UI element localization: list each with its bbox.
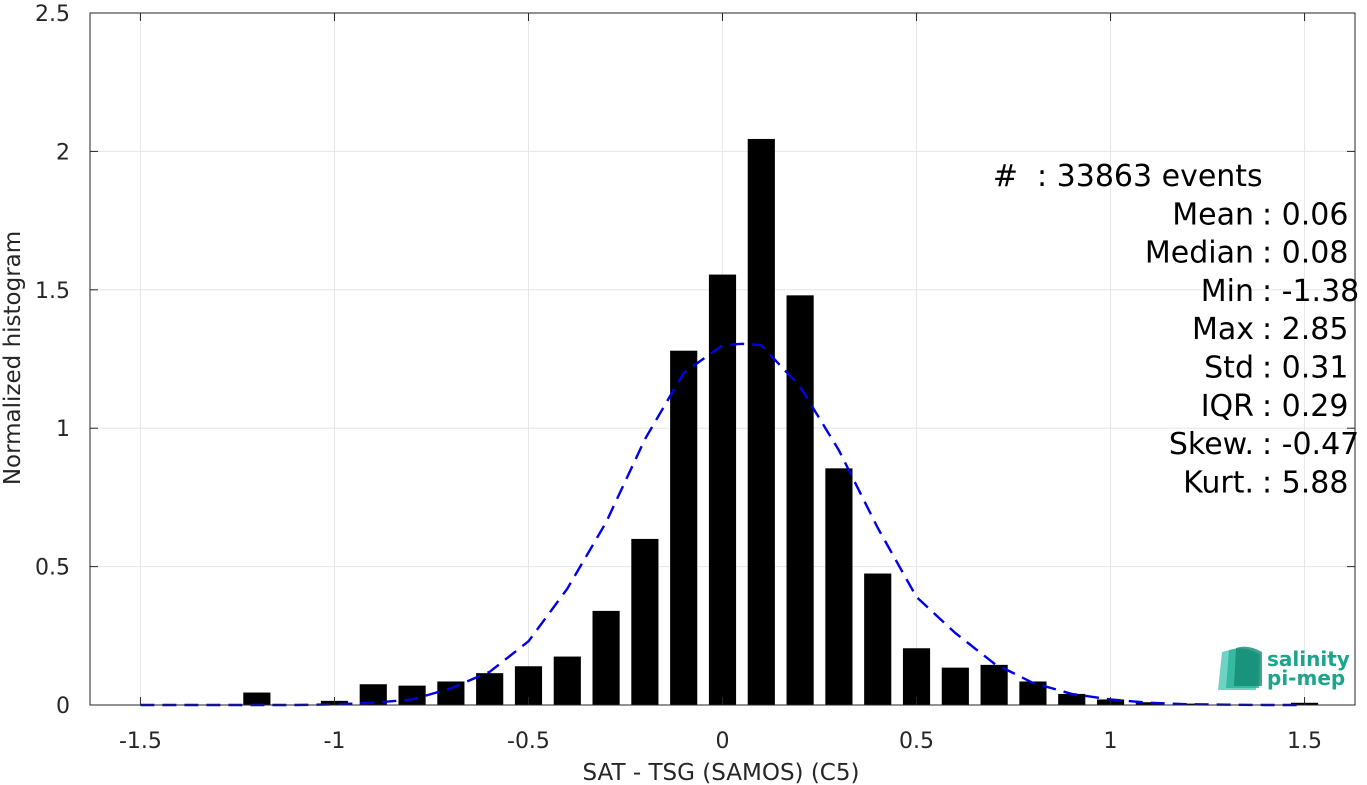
stat-label: IQR	[1201, 389, 1254, 424]
histogram-bar	[398, 685, 426, 705]
logo-line2: pi-mep	[1267, 666, 1345, 690]
stat-label: Skew.	[1169, 427, 1254, 462]
x-tick-label: 0	[716, 729, 730, 754]
histogram-bar	[670, 350, 698, 705]
stat-label: Kurt.	[1183, 465, 1254, 500]
y-tick-label: 1	[56, 417, 70, 442]
x-tick-label: -1	[323, 729, 345, 754]
histogram-bar	[1058, 693, 1086, 705]
stat-label: Median	[1145, 236, 1254, 271]
stat-label: Mean	[1172, 197, 1254, 232]
y-axis-title: Normalized histogram	[0, 231, 26, 485]
y-tick-label: 2	[56, 140, 70, 165]
stat-value: : 0.08	[1262, 236, 1348, 271]
stat-label: Std	[1204, 351, 1254, 386]
histogram-bar	[1174, 703, 1202, 705]
x-tick-label: 1	[1104, 729, 1118, 754]
histogram-bar	[437, 681, 465, 705]
histogram-bar	[980, 664, 1008, 705]
stat-label: Max	[1192, 312, 1254, 347]
histogram-bar	[476, 673, 504, 705]
stat-label: #	[993, 159, 1018, 194]
y-tick-label: 1.5	[35, 279, 70, 304]
stat-value: : 2.85	[1262, 312, 1348, 347]
y-tick-label: 0.5	[35, 556, 70, 581]
wave-logo-icon	[1218, 646, 1262, 690]
histogram-bar	[243, 692, 271, 705]
normal-fit-curve	[140, 342, 1305, 707]
stat-value: : 0.31	[1262, 351, 1348, 386]
x-tick-label: 1.5	[1287, 729, 1322, 754]
stat-value: : -1.38	[1262, 274, 1359, 309]
x-axis-title: SAT - TSG (SAMOS) (C5)	[583, 760, 860, 785]
histogram-bar	[941, 667, 969, 705]
stat-value: : 5.88	[1262, 465, 1348, 500]
logo-line1: salinity	[1267, 647, 1350, 671]
histogram-bar	[902, 648, 931, 705]
histogram-bar	[1135, 702, 1163, 705]
x-tick-label: -0.5	[507, 729, 550, 754]
stat-value: : 33863 events	[1037, 159, 1263, 194]
stat-value: : 0.29	[1262, 389, 1348, 424]
y-tick-label: 2.5	[35, 2, 70, 27]
histogram-bar	[747, 138, 775, 706]
salinity-pi-mep-logo: salinity pi-mep	[1218, 646, 1350, 690]
axis-ticks: -1.5 -1 -0.5 0 0.5 1 1.5 0 0.5 1 1.5 2 2.5	[35, 2, 1355, 754]
histogram-bar	[786, 295, 814, 705]
histogram-bar	[825, 468, 853, 705]
histogram-bar	[1019, 681, 1047, 705]
histogram-bar	[864, 573, 892, 705]
histogram-bar	[631, 538, 659, 705]
stat-value: : 0.06	[1262, 197, 1348, 232]
x-tick-label: -1.5	[119, 729, 162, 754]
histogram-bar	[592, 610, 620, 705]
histogram-bar	[359, 684, 387, 705]
histogram-bar	[708, 274, 737, 705]
x-tick-label: 0.5	[899, 729, 934, 754]
stat-value: : -0.47	[1262, 427, 1359, 462]
histogram-bar	[553, 656, 581, 705]
stat-label: Min	[1201, 274, 1254, 309]
histogram-bars	[243, 138, 1319, 706]
y-tick-label: 0	[56, 694, 70, 719]
